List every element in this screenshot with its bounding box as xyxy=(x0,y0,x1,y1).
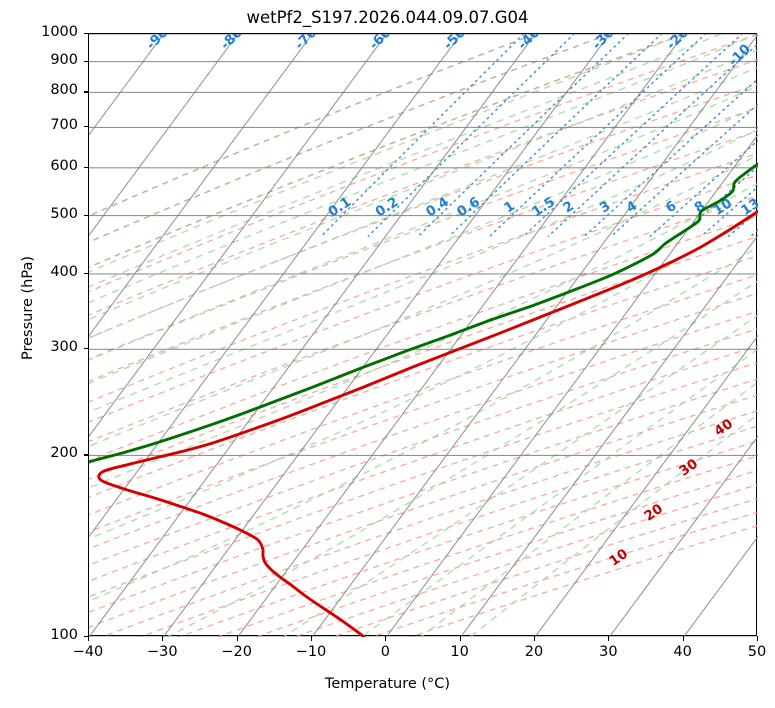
mixing-ratio-label: 0.6 xyxy=(454,194,483,220)
y-tick-mark xyxy=(83,91,88,93)
x-tick-label: 50 xyxy=(747,644,767,660)
y-tick-label: 1000 xyxy=(41,24,78,40)
y-tick-mark xyxy=(83,33,88,35)
y-tick-label: 400 xyxy=(50,263,78,280)
mixing-ratio-label: 3 xyxy=(597,198,614,217)
y-tick-label: 900 xyxy=(50,51,78,68)
temperature-profile xyxy=(97,209,758,637)
x-tick-label: 0 xyxy=(380,644,390,660)
isotherm-label: -50 xyxy=(440,34,469,53)
isotherm-label: -40 xyxy=(515,34,544,53)
x-axis-title: Temperature (°C) xyxy=(324,676,451,692)
mixing-ratio-label: 1 xyxy=(501,198,518,217)
x-tick-mark xyxy=(88,636,90,641)
y-tick-mark xyxy=(83,166,88,168)
x-tick-mark xyxy=(682,636,684,641)
mixing-ratio-labels: 0.10.20.40.611.52346810131620253036 xyxy=(325,194,758,220)
y-tick-mark xyxy=(83,348,88,350)
y-tick-mark xyxy=(83,636,88,638)
y-tick-label: 600 xyxy=(50,157,78,174)
x-tick-mark xyxy=(385,636,387,641)
x-tick-label: 30 xyxy=(599,644,618,660)
mixing-ratio-label: 1.5 xyxy=(529,194,558,220)
y-tick-mark xyxy=(83,214,88,216)
y-tick-label: 100 xyxy=(50,627,78,643)
x-tick-label: −20 xyxy=(221,644,252,660)
x-tick-mark xyxy=(534,636,536,641)
isotherm-lines xyxy=(89,34,758,637)
plot-area[interactable]: 10 20 30 40 -90 -80 -70 -60 -50 -40 -30 -20 -10 0.1… xyxy=(88,33,758,637)
isobar-lines xyxy=(89,34,758,637)
x-tick-mark xyxy=(162,636,164,641)
x-tick-label: 40 xyxy=(673,644,692,660)
x-tick-mark xyxy=(608,636,610,641)
x-tick-label: −40 xyxy=(72,644,104,660)
x-tick-mark xyxy=(459,636,461,641)
mixing-ratio-lines xyxy=(320,34,758,237)
y-tick-label: 800 xyxy=(50,82,78,99)
isotherm-label: -70 xyxy=(292,34,321,53)
mixing-ratio-label: 2 xyxy=(560,198,577,217)
y-axis-title: Pressure (hPa) xyxy=(20,256,36,361)
y-tick-mark xyxy=(83,454,88,456)
mixing-ratio-label: 0.1 xyxy=(325,194,354,220)
isotherm-label: -30 xyxy=(589,34,618,53)
y-tick-label: 500 xyxy=(50,205,78,222)
mixing-ratio-label: 0.2 xyxy=(373,194,402,220)
isotherm-labels: -90 -80 -70 -60 -50 -40 -30 -20-10 xyxy=(143,34,754,70)
chart-title: wetPf2_S197.2026.044.09.07.G04 xyxy=(246,8,529,27)
y-tick-mark xyxy=(83,60,88,62)
y-tick-label: 700 xyxy=(50,117,78,134)
x-tick-label: 20 xyxy=(524,644,544,660)
x-tick-label: −30 xyxy=(147,644,178,660)
sounding-profiles xyxy=(89,162,758,637)
mixing-ratio-label: 4 xyxy=(624,198,641,217)
moist-adiabat-lines xyxy=(89,34,758,637)
y-tick-label: 300 xyxy=(50,339,78,356)
x-tick-mark xyxy=(311,636,313,641)
x-tick-label: −10 xyxy=(295,644,327,660)
moist-adiabat-label: 30 xyxy=(676,456,701,480)
dry-adiabat-lines xyxy=(89,34,758,637)
mixing-ratio-label: 6 xyxy=(663,198,680,217)
dew-point-profile xyxy=(89,162,758,464)
x-tick-mark xyxy=(236,636,238,641)
x-tick-label: 10 xyxy=(450,644,469,660)
y-tick-mark xyxy=(83,272,88,275)
x-tick-mark xyxy=(757,636,759,641)
isotherm-label: -60 xyxy=(366,34,395,53)
y-tick-mark xyxy=(83,126,88,128)
isotherm-label: -80 xyxy=(217,34,246,53)
y-tick-label: 200 xyxy=(50,445,78,462)
mixing-ratio-label: 0.4 xyxy=(423,194,452,220)
moist-adiabat-label: 20 xyxy=(641,501,666,525)
isotherm-label: -90 xyxy=(143,34,172,53)
